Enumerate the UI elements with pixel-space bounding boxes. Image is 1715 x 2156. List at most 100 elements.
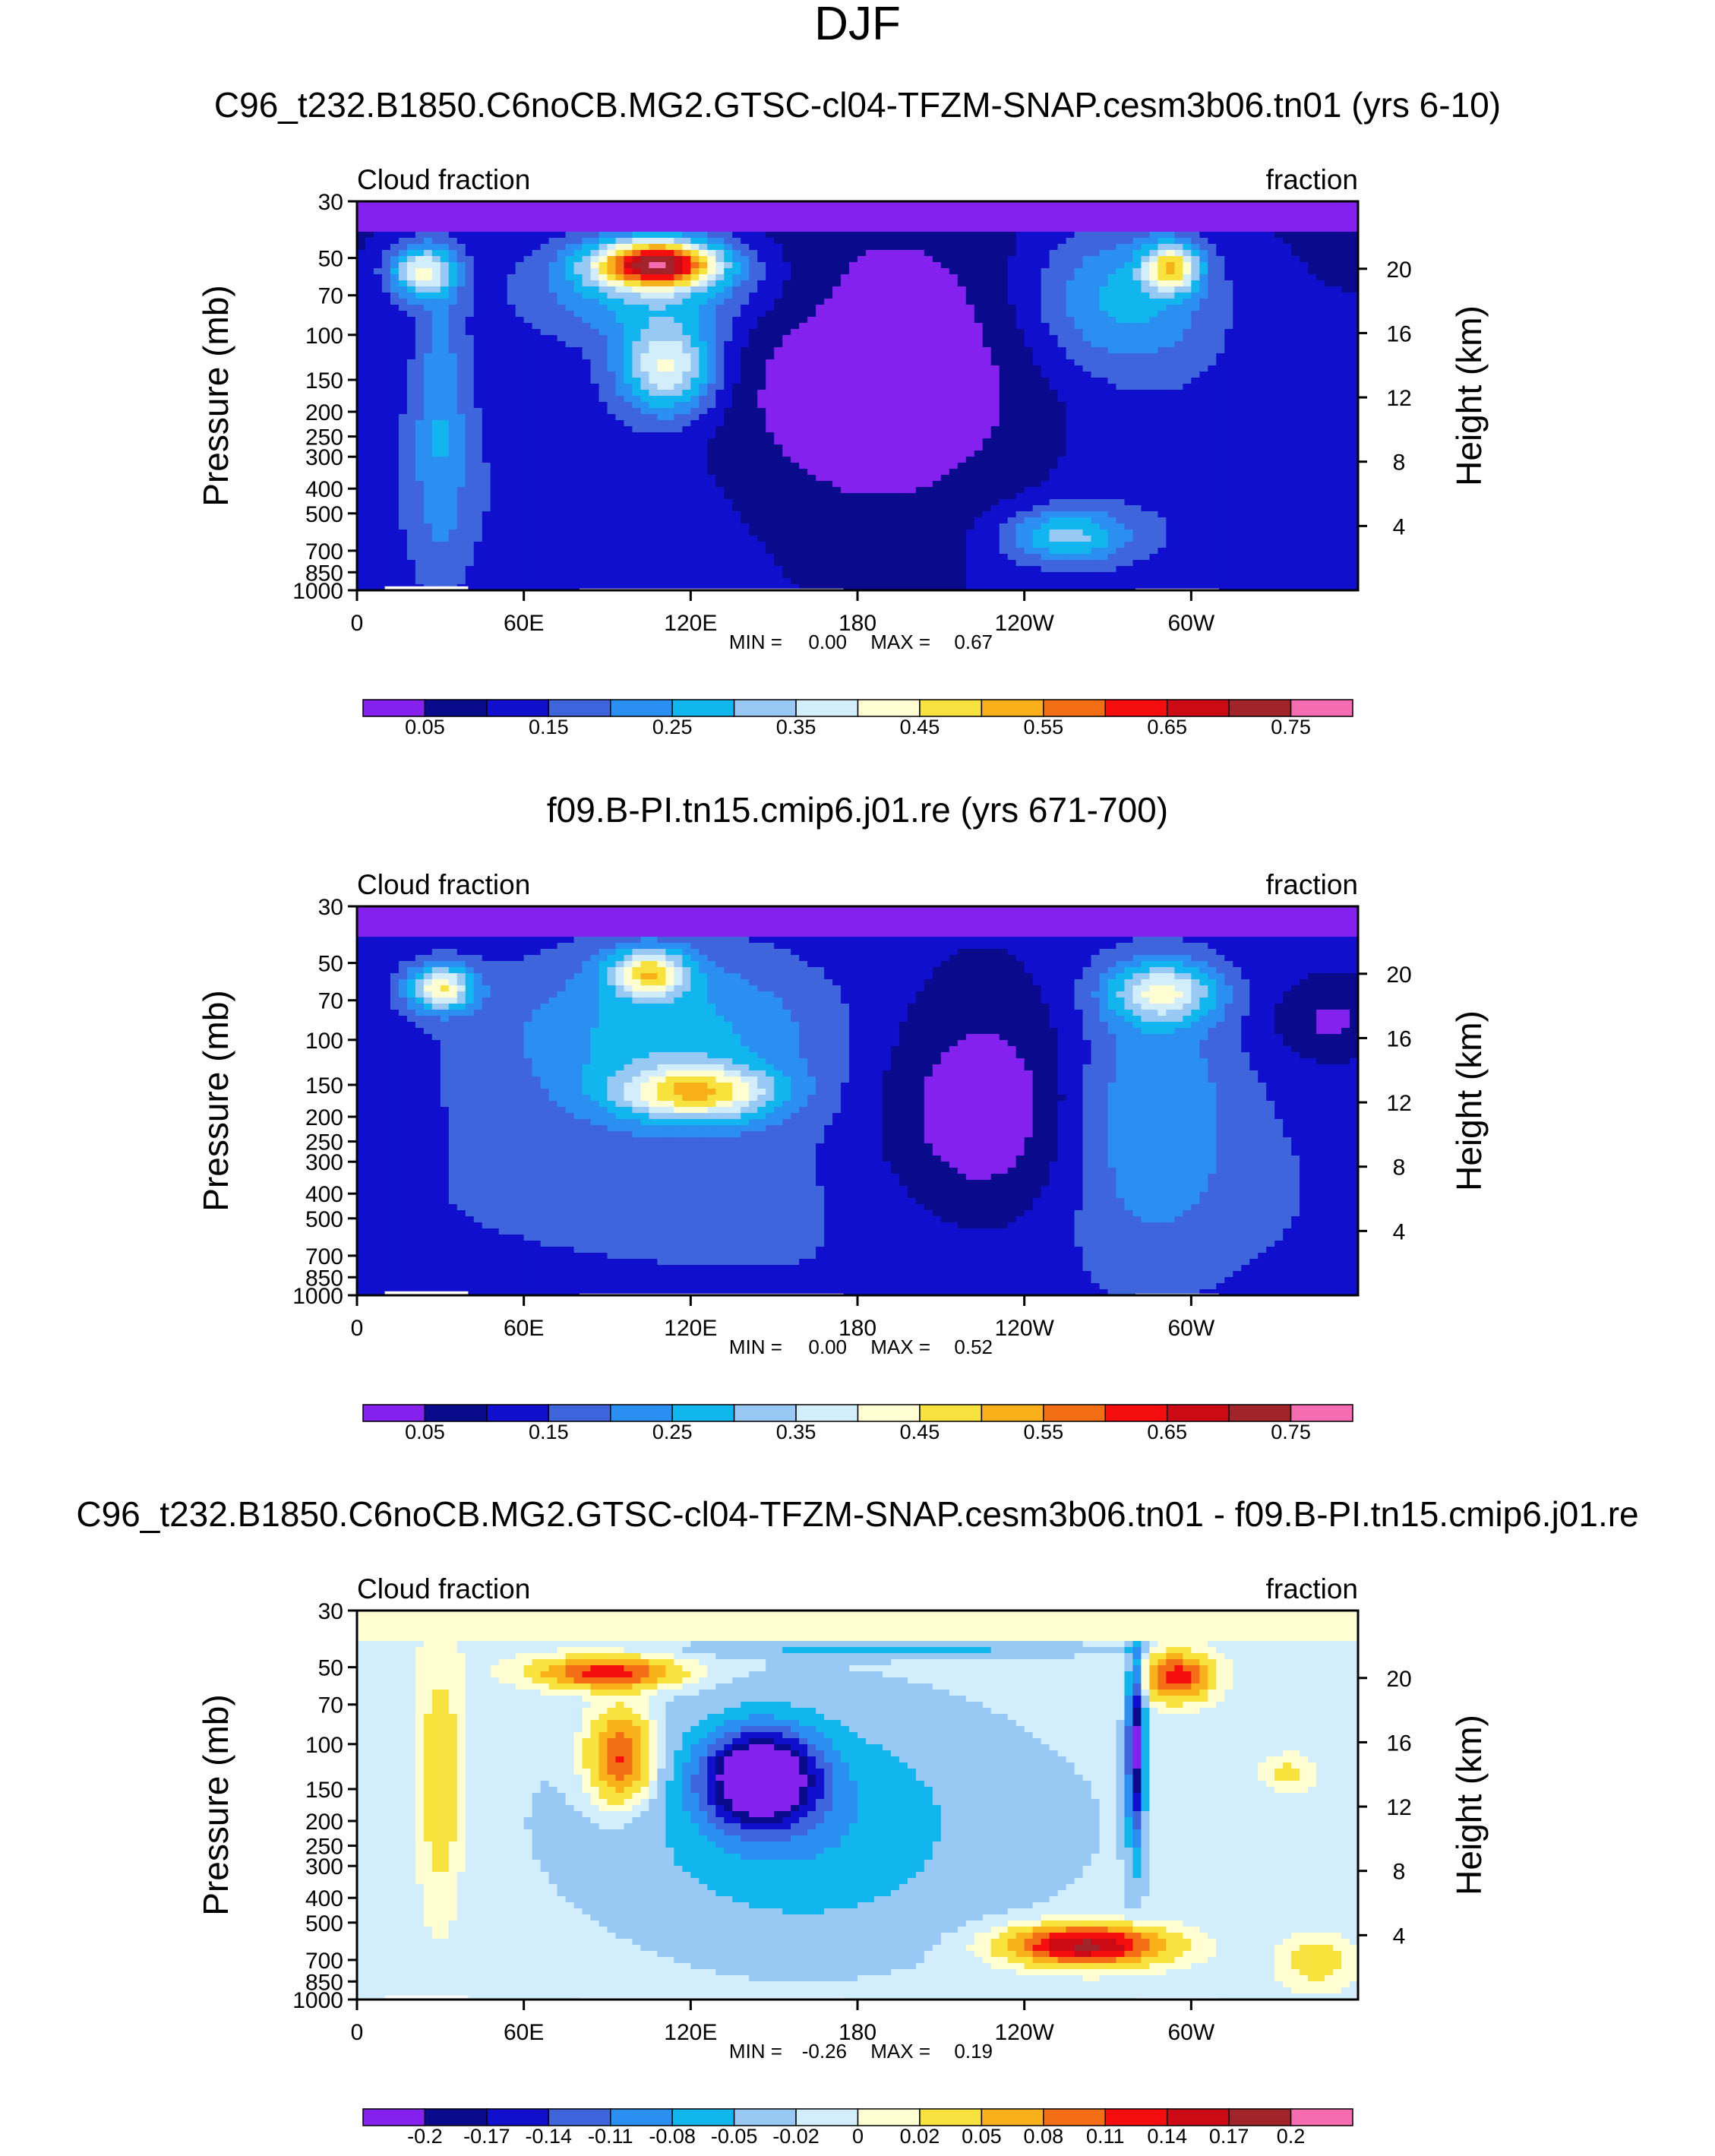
heatmap-cell: [899, 402, 908, 409]
heatmap-cell: [1325, 226, 1334, 232]
heatmap-cell: [482, 438, 491, 445]
heatmap-cell: [682, 390, 692, 397]
heatmap-cell: [1216, 317, 1226, 324]
heatmap-cell: [882, 280, 892, 287]
heatmap-cell: [849, 390, 858, 397]
heatmap-cell: [1199, 390, 1209, 397]
heatmap-cell: [357, 311, 366, 318]
heatmap-cell: [365, 359, 374, 366]
heatmap-cell: [1300, 262, 1309, 269]
heatmap-cell: [1124, 317, 1134, 324]
heatmap-cell: [924, 384, 933, 390]
heatmap-cell: [1300, 299, 1309, 305]
heatmap-cell: [373, 384, 383, 390]
heatmap-cell: [1015, 238, 1025, 245]
heatmap-cell: [1283, 329, 1292, 336]
heatmap-cell: [782, 384, 791, 390]
heatmap-cell: [1199, 250, 1209, 257]
heatmap-cell: [490, 329, 500, 336]
heatmap-cell: [1049, 347, 1059, 354]
heatmap-cell: [1216, 201, 1226, 208]
heatmap-cell: [899, 305, 908, 311]
heatmap-cell: [890, 232, 900, 239]
heatmap-cell: [949, 292, 959, 299]
heatmap-cell: [1325, 335, 1334, 342]
heatmap-cell: [858, 323, 867, 330]
heatmap-cell: [1316, 396, 1325, 403]
heatmap-cell: [1082, 286, 1092, 293]
heatmap-cell: [573, 299, 583, 305]
heatmap-cell: [1124, 292, 1134, 299]
heatmap-cell: [390, 335, 400, 342]
heatmap-cell: [749, 378, 758, 384]
heatmap-cell: [674, 450, 684, 457]
heatmap-cell: [406, 426, 416, 433]
heatmap-cell: [741, 378, 750, 384]
heatmap-cell: [1057, 232, 1067, 239]
heatmap-cell: [1283, 390, 1292, 397]
heatmap-cell: [732, 220, 742, 226]
heatmap-cell: [440, 226, 450, 232]
heatmap-cell: [682, 408, 692, 415]
heatmap-cell: [498, 408, 508, 415]
heatmap-cell: [757, 250, 766, 257]
heatmap-cell: [357, 426, 366, 433]
heatmap-cell: [1233, 226, 1243, 232]
heatmap-cell: [1241, 359, 1251, 366]
heatmap-cell: [965, 353, 975, 360]
heatmap-cell: [924, 256, 933, 263]
heatmap-cell: [498, 220, 508, 226]
heatmap-cell: [849, 426, 858, 433]
heatmap-cell: [1258, 347, 1267, 354]
heatmap-cell: [406, 408, 416, 415]
heatmap-cell: [573, 213, 583, 220]
heatmap-cell: [540, 365, 550, 372]
heatmap-cell: [1124, 359, 1134, 366]
heatmap-cell: [448, 256, 458, 263]
heatmap-cell: [448, 347, 458, 354]
heatmap-cell: [365, 414, 374, 421]
heatmap-cell: [1350, 438, 1358, 445]
heatmap-cell: [498, 232, 508, 239]
heatmap-cell: [799, 311, 808, 318]
heatmap-cell: [990, 311, 1000, 318]
heatmap-cell: [924, 329, 933, 336]
heatmap-cell: [974, 201, 984, 208]
heatmap-cell: [799, 274, 808, 281]
heatmap-cell: [590, 371, 600, 378]
heatmap-cell: [473, 384, 483, 390]
heatmap-cell: [732, 329, 742, 336]
heatmap-cell: [1341, 286, 1350, 293]
heatmap-cell: [365, 268, 374, 275]
heatmap-cell: [557, 438, 567, 445]
heatmap-cell: [1049, 335, 1059, 342]
heatmap-cell: [924, 420, 933, 427]
heatmap-cell: [899, 432, 908, 439]
heatmap-cell: [1241, 414, 1251, 421]
heatmap-cell: [599, 311, 608, 318]
heatmap-cell: [890, 238, 900, 245]
heatmap-cell: [741, 341, 750, 348]
heatmap-cell: [1300, 280, 1309, 287]
heatmap-cell: [965, 292, 975, 299]
heatmap-cell: [882, 213, 892, 220]
heatmap-cell: [398, 390, 408, 397]
heatmap-cell: [565, 268, 575, 275]
heatmap-cell: [473, 250, 483, 257]
heatmap-cell: [1266, 353, 1275, 360]
heatmap-cell: [1300, 317, 1309, 324]
heatmap-cell: [1283, 220, 1292, 226]
heatmap-cell: [1091, 323, 1101, 330]
heatmap-cell: [865, 232, 875, 239]
heatmap-cell: [357, 262, 366, 269]
heatmap-cell: [1208, 292, 1218, 299]
heatmap-cell: [1041, 353, 1050, 360]
heatmap-cell: [915, 244, 925, 251]
heatmap-cell: [1333, 378, 1342, 384]
heatmap-cell: [649, 207, 659, 214]
heatmap-cell: [1074, 299, 1084, 305]
heatmap-cell: [1208, 250, 1218, 257]
heatmap-cell: [1291, 274, 1300, 281]
heatmap-cell: [1057, 244, 1067, 251]
heatmap-cell: [707, 347, 717, 354]
